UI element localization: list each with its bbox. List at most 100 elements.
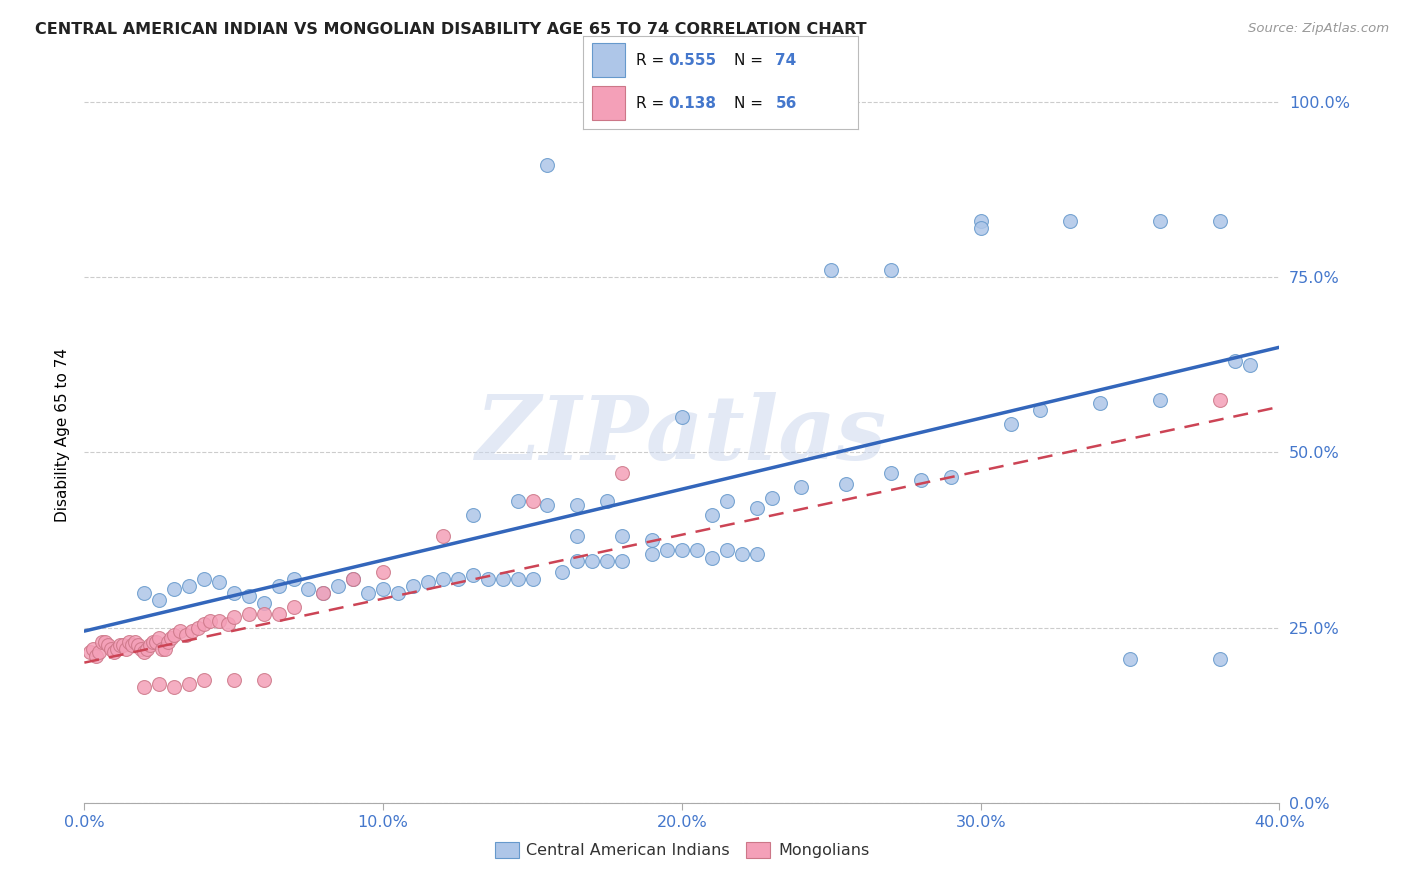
- Point: [492, 572, 515, 586]
- Point: [132, 680, 156, 694]
- Point: [686, 543, 709, 558]
- Point: [139, 638, 162, 652]
- Point: [1149, 392, 1171, 407]
- Point: [297, 582, 319, 596]
- Point: [193, 617, 215, 632]
- Point: [100, 641, 122, 656]
- Point: [132, 585, 156, 599]
- Text: R =: R =: [636, 95, 669, 111]
- Point: [115, 641, 138, 656]
- Point: [461, 568, 484, 582]
- Point: [567, 529, 589, 543]
- Point: [217, 617, 239, 632]
- Y-axis label: Disability Age 65 to 74: Disability Age 65 to 74: [55, 348, 70, 522]
- Point: [880, 467, 903, 481]
- Point: [567, 554, 589, 568]
- Text: 0.555: 0.555: [668, 53, 717, 68]
- Point: [432, 572, 454, 586]
- Point: [238, 589, 260, 603]
- Text: 0.138: 0.138: [668, 95, 717, 111]
- Point: [700, 508, 723, 523]
- Point: [253, 596, 276, 610]
- Point: [522, 572, 544, 586]
- Point: [86, 648, 108, 663]
- Point: [267, 578, 290, 592]
- Point: [536, 498, 558, 512]
- Point: [148, 676, 170, 690]
- Bar: [592, 87, 624, 120]
- Point: [121, 638, 143, 652]
- Point: [283, 572, 305, 586]
- Point: [342, 572, 364, 586]
- Point: [283, 599, 305, 614]
- Point: [238, 607, 260, 621]
- Point: [373, 565, 395, 579]
- Point: [581, 554, 603, 568]
- Point: [447, 572, 470, 586]
- Point: [163, 627, 186, 641]
- Point: [506, 572, 529, 586]
- Point: [312, 585, 335, 599]
- Point: [1223, 354, 1246, 368]
- Bar: [592, 43, 624, 77]
- Text: Source: ZipAtlas.com: Source: ZipAtlas.com: [1249, 22, 1389, 36]
- Point: [970, 214, 993, 228]
- Point: [716, 543, 738, 558]
- Point: [208, 575, 231, 590]
- Point: [1029, 403, 1052, 417]
- Point: [89, 645, 111, 659]
- Point: [193, 673, 215, 688]
- Text: N =: N =: [734, 53, 768, 68]
- Point: [174, 627, 197, 641]
- Point: [127, 638, 149, 652]
- Point: [745, 501, 768, 516]
- Text: R =: R =: [636, 53, 669, 68]
- Point: [461, 508, 484, 523]
- Point: [177, 676, 200, 690]
- Point: [153, 641, 176, 656]
- Point: [132, 645, 156, 659]
- Point: [129, 641, 152, 656]
- Point: [253, 673, 276, 688]
- Point: [910, 474, 932, 488]
- Point: [94, 634, 117, 648]
- Point: [477, 572, 499, 586]
- Point: [253, 607, 276, 621]
- Point: [267, 607, 290, 621]
- Point: [312, 585, 335, 599]
- Text: ZIPatlas: ZIPatlas: [477, 392, 887, 478]
- Point: [700, 550, 723, 565]
- Point: [148, 592, 170, 607]
- Point: [522, 494, 544, 508]
- Point: [112, 638, 135, 652]
- Point: [641, 533, 664, 547]
- Point: [641, 547, 664, 561]
- Point: [880, 263, 903, 277]
- Text: CENTRAL AMERICAN INDIAN VS MONGOLIAN DISABILITY AGE 65 TO 74 CORRELATION CHART: CENTRAL AMERICAN INDIAN VS MONGOLIAN DIS…: [35, 22, 866, 37]
- Point: [193, 572, 215, 586]
- Point: [163, 582, 186, 596]
- Point: [655, 543, 678, 558]
- Point: [1059, 214, 1081, 228]
- Point: [157, 634, 180, 648]
- Point: [142, 634, 165, 648]
- Point: [91, 634, 114, 648]
- Point: [551, 565, 574, 579]
- Point: [328, 578, 350, 592]
- Point: [222, 585, 245, 599]
- Point: [1119, 652, 1142, 666]
- Point: [82, 641, 104, 656]
- Point: [79, 645, 101, 659]
- Point: [536, 158, 558, 172]
- Point: [432, 529, 454, 543]
- Point: [567, 498, 589, 512]
- Legend: Central American Indians, Mongolians: Central American Indians, Mongolians: [488, 836, 876, 864]
- Point: [671, 410, 693, 425]
- Point: [105, 641, 128, 656]
- Point: [790, 480, 813, 494]
- Point: [402, 578, 425, 592]
- Point: [342, 572, 364, 586]
- Point: [148, 631, 170, 645]
- Point: [169, 624, 191, 639]
- Point: [1209, 392, 1232, 407]
